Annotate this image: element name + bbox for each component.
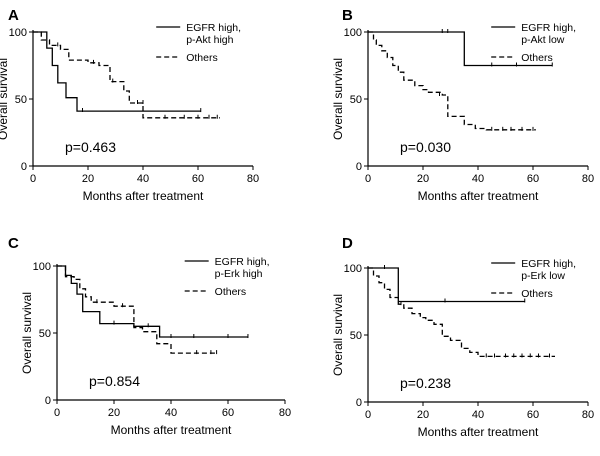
y-tick-label: 50 — [39, 328, 51, 340]
x-tick-label: 20 — [108, 407, 120, 419]
legend-label-others: Others — [186, 52, 218, 64]
p-value: p=0.463 — [65, 139, 116, 155]
legend-label-egfr: p-Erk high — [215, 268, 263, 280]
y-tick-label: 0 — [45, 395, 51, 407]
survival-curve-others — [368, 31, 536, 131]
legend-label-egfr: p-Akt low — [521, 34, 565, 46]
y-tick-label: 0 — [21, 161, 27, 173]
x-tick-label: 20 — [417, 173, 429, 185]
y-tick-label: 50 — [350, 94, 362, 106]
y-tick-label: 100 — [33, 261, 51, 273]
x-tick-label: 40 — [165, 407, 177, 419]
y-axis-label: Overall survival — [331, 58, 345, 140]
legend-label-egfr: p-Erk low — [521, 270, 565, 282]
panel-d: D 0 20 40 60 80 0 50 100 Months after treatment Ov… — [331, 235, 594, 439]
panel-letter: D — [342, 235, 353, 252]
y-tick-label: 100 — [344, 27, 362, 39]
legend-label-others: Others — [521, 288, 553, 300]
survival-curve-egfr — [368, 31, 553, 67]
survival-curve-egfr — [57, 265, 248, 338]
p-value: p=0.238 — [400, 375, 451, 391]
y-tick-label: 50 — [350, 330, 362, 342]
legend-label-egfr: EGFR high, — [215, 256, 270, 268]
x-tick-label: 20 — [417, 409, 429, 421]
x-tick-label: 0 — [365, 409, 371, 421]
y-tick-label: 100 — [344, 263, 362, 275]
legend: EGFR high,p-Erk low Others — [491, 258, 576, 300]
legend: EGFR high,p-Akt high Others — [156, 22, 241, 64]
p-value: p=0.030 — [400, 139, 451, 155]
x-tick-label: 20 — [82, 173, 94, 185]
legend-label-egfr: EGFR high, — [521, 22, 576, 34]
p-value: p=0.854 — [89, 373, 140, 389]
y-tick-label: 0 — [356, 161, 362, 173]
legend-label-egfr: p-Akt high — [186, 34, 233, 46]
legend-label-egfr: EGFR high, — [521, 258, 576, 270]
legend: EGFR high,p-Erk high Others — [184, 256, 270, 298]
x-tick-label: 60 — [527, 173, 539, 185]
x-tick-label: 40 — [137, 173, 149, 185]
legend-label-others: Others — [521, 52, 553, 64]
x-axis-label: Months after treatment — [418, 189, 539, 203]
x-tick-label: 60 — [222, 407, 234, 419]
y-tick-label: 0 — [356, 397, 362, 409]
y-tick-label: 100 — [9, 27, 27, 39]
x-axis-label: Months after treatment — [111, 423, 232, 437]
x-tick-label: 0 — [365, 173, 371, 185]
panel-a: A 0 20 40 60 80 0 50 100 Months after treatment Ov… — [0, 7, 259, 203]
survival-curve-others — [368, 267, 555, 358]
x-tick-label: 80 — [279, 407, 291, 419]
x-tick-label: 0 — [30, 173, 36, 185]
panel-b: B 0 20 40 60 80 0 50 100 Months after treatment Ov… — [331, 7, 594, 203]
x-axis-label: Months after treatment — [418, 425, 539, 439]
x-tick-label: 60 — [527, 409, 539, 421]
x-tick-label: 40 — [472, 409, 484, 421]
y-axis-label: Overall survival — [20, 292, 34, 374]
x-tick-label: 40 — [472, 173, 484, 185]
x-tick-label: 80 — [247, 173, 259, 185]
legend: EGFR high,p-Akt low Others — [491, 22, 576, 64]
x-tick-label: 0 — [54, 407, 60, 419]
y-tick-label: 50 — [15, 94, 27, 106]
y-axis-label: Overall survival — [331, 294, 345, 376]
x-tick-label: 80 — [582, 173, 594, 185]
survival-curve-egfr — [368, 267, 525, 303]
panel-letter: B — [342, 7, 353, 24]
x-tick-label: 80 — [582, 409, 594, 421]
y-axis-label: Overall survival — [0, 58, 10, 140]
panel-letter: A — [8, 7, 19, 24]
survival-curve-egfr — [33, 31, 201, 112]
legend-label-others: Others — [215, 286, 247, 298]
legend-label-egfr: EGFR high, — [186, 22, 241, 34]
panel-letter: C — [8, 235, 19, 252]
x-axis-label: Months after treatment — [83, 189, 204, 203]
survival-curve-others — [57, 265, 217, 354]
x-tick-label: 60 — [192, 173, 204, 185]
panel-c: C 0 20 40 60 80 0 50 100 Months after treatment Ov… — [8, 235, 291, 437]
